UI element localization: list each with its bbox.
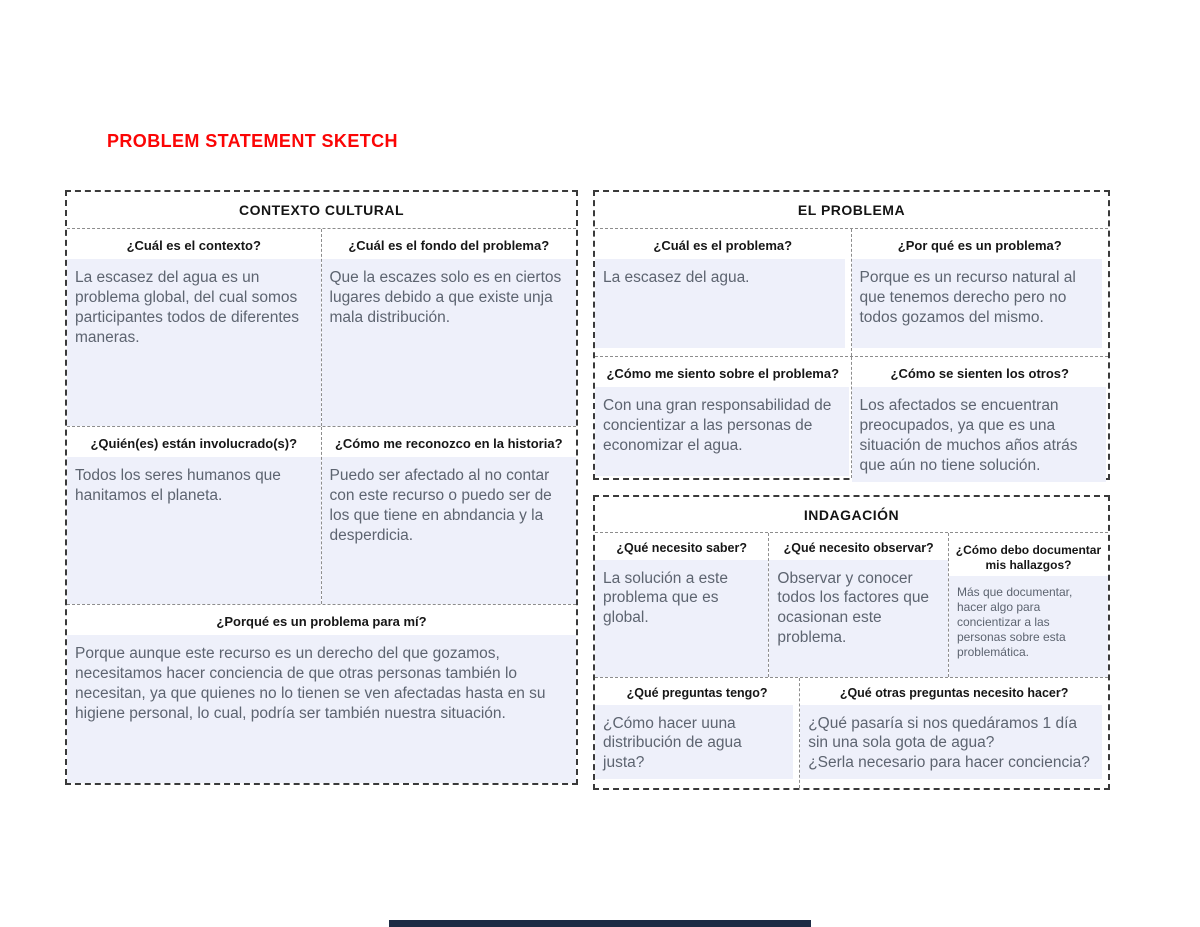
answer-text: Más que documentar, hacer algo para conc… xyxy=(948,576,1108,677)
problema-row-2: ¿Cómo me siento sobre el problema? Con u… xyxy=(595,357,1109,482)
indagacion-panel: INDAGACIÓN ¿Qué necesito saber? La soluc… xyxy=(593,495,1110,790)
qa-cell-cual-problema: ¿Cuál es el problema? La escasez del agu… xyxy=(595,229,852,356)
qa-cell-documentar-hallazgos: ¿Cómo debo documentar mis hallazgos? Más… xyxy=(948,533,1108,677)
answer-text: Todos los seres humanos que hanitamos el… xyxy=(67,457,321,604)
qa-cell-otras-preguntas: ¿Qué otras preguntas necesito hacer? ¿Qu… xyxy=(800,678,1108,788)
answer-text: Con una gran responsabilidad de concient… xyxy=(595,387,849,476)
question-label: ¿Qué preguntas tengo? xyxy=(626,686,768,700)
qa-cell-fondo-problema: ¿Cuál es el fondo del problema? Que la e… xyxy=(321,229,576,426)
qa-cell-porque-problema: ¿Por qué es un problema? Porque es un re… xyxy=(851,229,1109,356)
answer-text: ¿Qué pasaría si nos quedáramos 1 día sin… xyxy=(800,704,1102,780)
contexto-row-2: ¿Quién(es) están involucrado(s)? Todos l… xyxy=(67,427,576,605)
contexto-cultural-header: CONTEXTO CULTURAL xyxy=(67,192,576,229)
qa-cell-reconozco-historia: ¿Cómo me reconozco en la historia? Puedo… xyxy=(321,427,576,604)
el-problema-header: EL PROBLEMA xyxy=(595,192,1108,229)
question-label: ¿Quién(es) están involucrado(s)? xyxy=(90,436,298,451)
question-label: ¿Cómo debo documentar mis hallazgos? xyxy=(955,543,1102,572)
indagacion-row-1: ¿Qué necesito saber? La solución a este … xyxy=(595,533,1108,678)
answer-text: ¿Cómo hacer uuna distribución de agua ju… xyxy=(595,704,794,780)
question-label: ¿Por qué es un problema? xyxy=(897,238,1062,253)
contexto-row-1: ¿Cuál es el contexto? La escasez del agu… xyxy=(67,229,576,427)
qa-cell-como-sienten-otros: ¿Cómo se sienten los otros? Los afectado… xyxy=(851,357,1109,482)
question-label: ¿Cómo me siento sobre el problema? xyxy=(606,366,840,381)
contexto-cultural-panel: CONTEXTO CULTURAL ¿Cuál es el contexto? … xyxy=(65,190,578,785)
question-label: ¿Qué necesito saber? xyxy=(616,541,747,555)
question-label: ¿Cómo se sienten los otros? xyxy=(890,366,1069,381)
qa-cell-necesito-observar: ¿Qué necesito observar? Observar y conoc… xyxy=(769,533,949,677)
answer-text: La escasez del agua es un problema globa… xyxy=(67,259,321,426)
question-label: ¿Porqué es un problema para mí? xyxy=(216,614,427,629)
indagacion-row-2: ¿Qué preguntas tengo? ¿Cómo hacer uuna d… xyxy=(595,678,1108,788)
page-title: PROBLEM STATEMENT SKETCH xyxy=(107,131,398,151)
el-problema-panel: EL PROBLEMA ¿Cuál es el problema? La esc… xyxy=(593,190,1110,482)
problema-row-1: ¿Cuál es el problema? La escasez del agu… xyxy=(595,229,1108,357)
answer-text: Observar y conocer todos los factores qu… xyxy=(769,559,948,677)
question-label: ¿Cuál es el problema? xyxy=(653,238,793,253)
question-label: ¿Cómo me reconozco en la historia? xyxy=(334,436,563,451)
answer-text: Porque es un recurso natural al que tene… xyxy=(851,259,1102,348)
answer-text: La solución a este problema que es globa… xyxy=(595,559,769,677)
qa-cell-necesito-saber: ¿Qué necesito saber? La solución a este … xyxy=(595,533,770,677)
qa-cell-problema-para-mi: ¿Porqué es un problema para mí? Porque a… xyxy=(67,605,576,783)
question-label: ¿Cuál es el contexto? xyxy=(126,238,261,253)
qa-cell-preguntas-tengo: ¿Qué preguntas tengo? ¿Cómo hacer uuna d… xyxy=(595,678,801,788)
answer-text: Que la escazes solo es en ciertos lugare… xyxy=(321,259,576,426)
qa-cell-involucrados: ¿Quién(es) están involucrado(s)? Todos l… xyxy=(67,427,322,604)
question-label: ¿Qué otras preguntas necesito hacer? xyxy=(839,686,1069,700)
qa-cell-como-me-siento: ¿Cómo me siento sobre el problema? Con u… xyxy=(595,357,852,478)
indagacion-header: INDAGACIÓN xyxy=(595,497,1108,533)
qa-cell-contexto: ¿Cuál es el contexto? La escasez del agu… xyxy=(67,229,322,426)
contexto-row-3: ¿Porqué es un problema para mí? Porque a… xyxy=(67,605,576,783)
answer-text: La escasez del agua. xyxy=(595,259,845,348)
answer-text: Los afectados se encuentran preocupados,… xyxy=(851,387,1106,482)
question-label: ¿Cuál es el fondo del problema? xyxy=(348,238,550,253)
answer-text: Porque aunque este recurso es un derecho… xyxy=(67,635,576,783)
page-end-indicator-bar xyxy=(389,920,811,927)
answer-text: Puedo ser afectado al no contar con este… xyxy=(321,457,576,604)
question-label: ¿Qué necesito observar? xyxy=(783,541,934,555)
